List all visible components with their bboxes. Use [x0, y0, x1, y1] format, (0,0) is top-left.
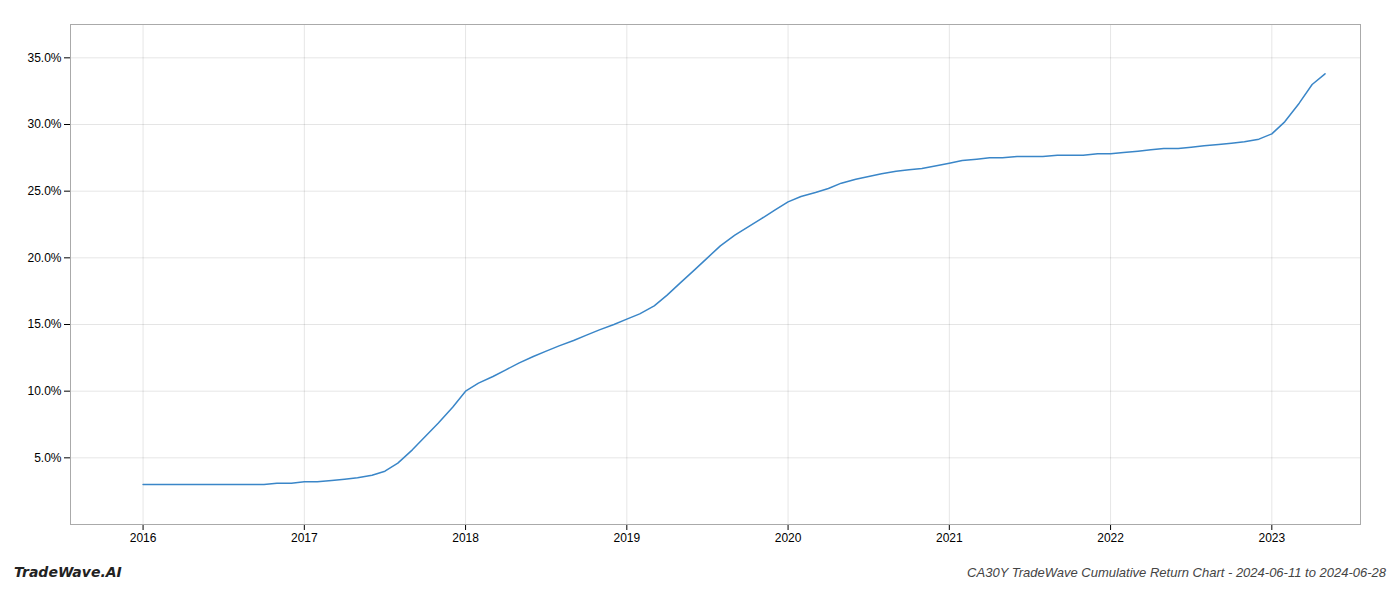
svg-text:2020: 2020: [775, 531, 802, 545]
svg-text:2022: 2022: [1097, 531, 1124, 545]
svg-text:25.0%: 25.0%: [27, 184, 61, 198]
svg-text:5.0%: 5.0%: [34, 451, 62, 465]
html-text:CA30Y TradeWave Cumulative Ret: CA30Y TradeWave Cumulative Return Chart …: [967, 565, 1386, 580]
svg-text:15.0%: 15.0%: [27, 317, 61, 331]
svg-text:2018: 2018: [452, 531, 479, 545]
html-text:TradeWave.AI: TradeWave.AI: [14, 564, 122, 580]
svg-text:35.0%: 35.0%: [27, 51, 61, 65]
svg-text:2023: 2023: [1258, 531, 1285, 545]
svg-text:10.0%: 10.0%: [27, 384, 61, 398]
svg-text:2017: 2017: [291, 531, 318, 545]
svg-text:2021: 2021: [936, 531, 963, 545]
svg-text:30.0%: 30.0%: [27, 117, 61, 131]
svg-text:2019: 2019: [613, 531, 640, 545]
svg-text:2016: 2016: [130, 531, 157, 545]
svg-text:20.0%: 20.0%: [27, 251, 61, 265]
